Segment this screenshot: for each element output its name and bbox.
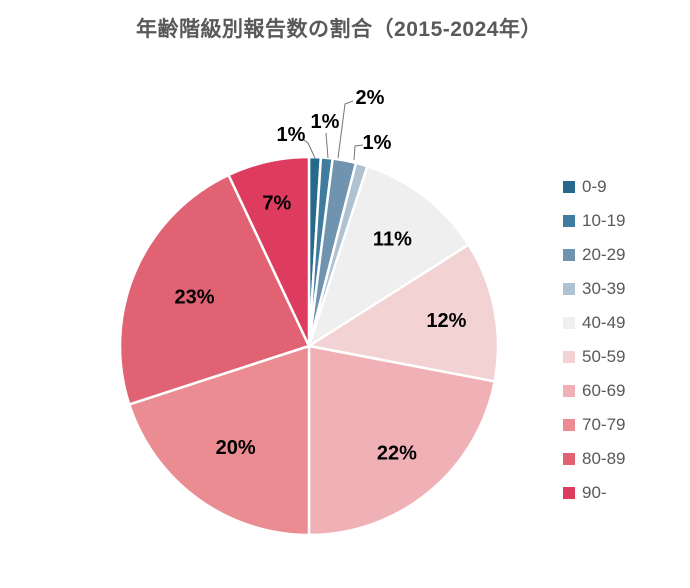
legend-item-90-: 90- [563,483,607,503]
legend-swatch [563,283,575,295]
legend-label: 80-89 [582,449,626,468]
legend-label: 10-19 [582,211,626,230]
legend-swatch [563,317,575,329]
legend-swatch [563,419,575,431]
legend-item-80-89: 80-89 [563,449,625,469]
legend-label: 20-29 [582,245,626,264]
pie-slice-40-49 [307,165,470,348]
legend-item-30-39: 30-39 [563,279,625,299]
legend-label: 40-49 [582,313,626,332]
legend-item-70-79: 70-79 [563,415,625,435]
legend-swatch [563,453,575,465]
legend-item-40-49: 40-49 [563,313,625,333]
legend-swatch [563,487,575,499]
pie-slice-90- [227,155,311,348]
data-label-90-: 7% [262,192,291,214]
legend-item-10-19: 10-19 [563,211,625,231]
legend-swatch [563,249,575,261]
legend-item-0-9: 0-9 [563,177,607,197]
legend-label: 70-79 [582,415,626,434]
data-label-60-69: 22% [377,443,417,465]
data-label-0-9: 1% [277,124,306,146]
leader-line-10-19 [325,132,329,159]
legend-item-20-29: 20-29 [563,245,625,265]
data-label-30-39: 1% [363,132,392,154]
leader-line-20-29 [337,100,354,159]
pie-slice-50-59 [307,243,500,383]
pie-slice-80-89 [118,173,311,406]
legend-item-50-59: 50-59 [563,347,625,367]
legend-swatch [563,215,575,227]
leader-line-30-39 [353,144,364,161]
data-label-10-19: 1% [311,111,340,133]
chart-title: 年齢階級別報告数の割合（2015-2024年） [136,18,542,41]
pie-slice-60-69 [307,344,496,537]
data-label-80-89: 23% [174,287,214,309]
data-label-20-29: 2% [356,87,385,109]
legend-label: 90- [582,483,607,502]
legend-swatch [563,181,575,193]
legend-label: 30-39 [582,279,626,298]
legend-swatch [563,385,575,397]
legend: 0-9 10-19 20-29 30-39 40-49 50-59 60-69 70-79 80… [563,0,688,588]
data-label-50-59: 12% [426,310,466,332]
pie-slice-70-79 [128,344,311,537]
legend-item-60-69: 60-69 [563,381,625,401]
leader-line-0-9 [303,139,316,159]
data-label-70-79: 20% [216,437,256,459]
legend-label: 50-59 [582,347,626,366]
legend-label: 60-69 [582,381,626,400]
data-label-40-49: 11% [373,229,412,251]
legend-swatch [563,351,575,363]
legend-label: 0-9 [582,177,607,196]
